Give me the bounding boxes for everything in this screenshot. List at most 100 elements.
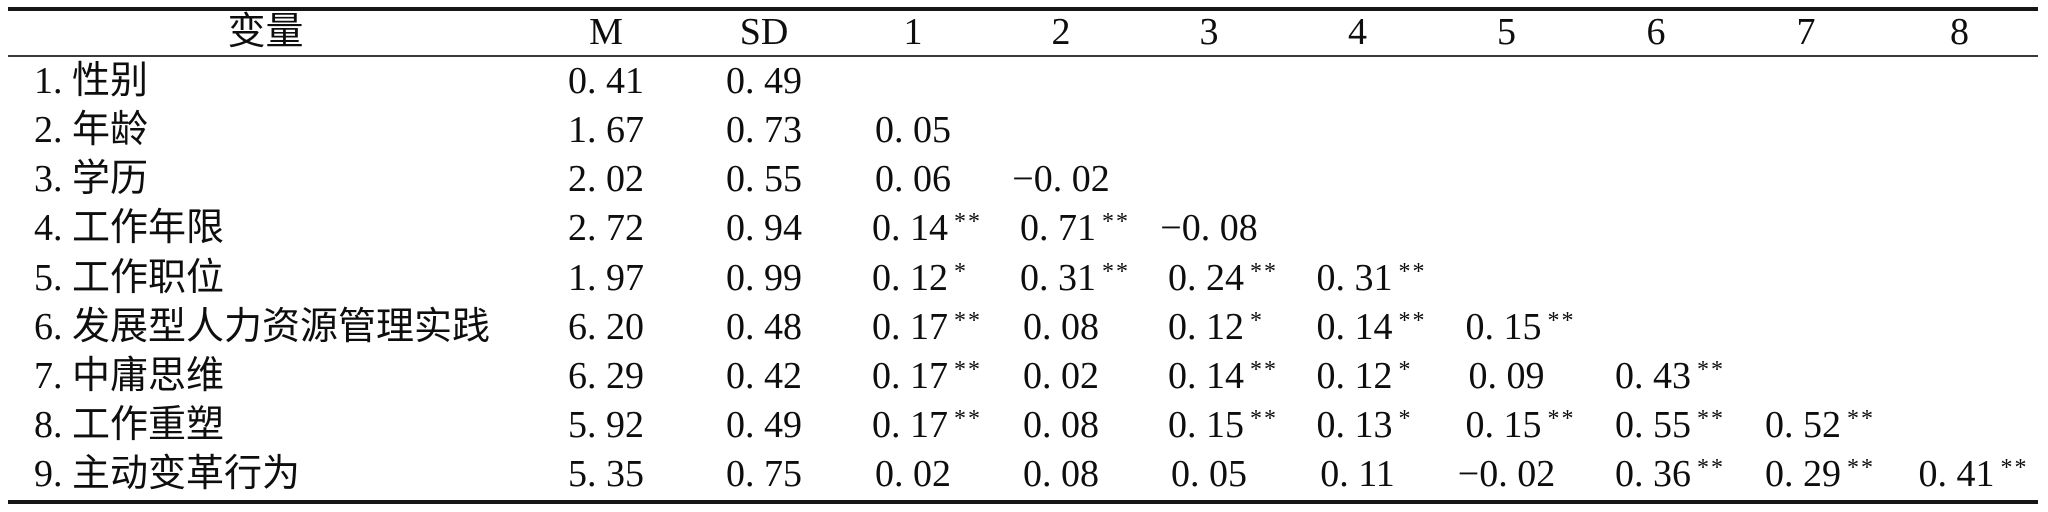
value-cell: [987, 56, 1135, 106]
value-cell: 0. 12 *: [839, 254, 987, 303]
significance-stars: *: [954, 258, 968, 285]
value-cell: [1731, 303, 1881, 352]
significance-stars: **: [1547, 406, 1576, 433]
value-cell: 0. 08: [987, 451, 1135, 503]
value-cell: 0. 05: [839, 106, 987, 155]
value-cell: [1135, 106, 1283, 155]
value-cell: 0. 49: [689, 401, 839, 450]
row-label: 7. 中庸思维: [34, 354, 225, 397]
significance-stars: **: [1250, 406, 1278, 433]
value-text: 0. 17: [872, 354, 948, 397]
row-label: 5. 工作职位: [34, 256, 225, 299]
value-cell: [1881, 106, 2038, 155]
significance-stars: **: [1398, 307, 1427, 334]
table-body: 1. 性别 0. 41 0. 49 2. 年龄 1. 67 0. 73 0. 05 3. 学历…: [8, 56, 2038, 502]
value-text: 5. 92: [568, 404, 644, 447]
value-cell: [839, 56, 987, 106]
value-text: 1. 97: [568, 256, 644, 299]
value-text: 0. 02: [875, 453, 951, 496]
value-text: −0. 02: [1457, 453, 1556, 496]
value-cell: 0. 94: [689, 205, 839, 254]
row-label: 8. 工作重塑: [34, 404, 225, 447]
significance-stars: **: [954, 406, 982, 433]
value-cell: [1283, 205, 1432, 254]
value-cell: 0. 55 **: [1581, 401, 1731, 450]
value-cell: −0. 02: [987, 155, 1135, 204]
value-cell: [1581, 56, 1731, 106]
value-cell: 0. 73: [689, 106, 839, 155]
value-cell: [1432, 155, 1581, 204]
value-text: 0. 14: [872, 207, 948, 250]
value-text: 0. 41: [568, 59, 644, 102]
value-cell: [1731, 352, 1881, 401]
value-cell: [987, 106, 1135, 155]
table-row: 5. 工作职位 1. 97 0. 99 0. 12 * 0. 31 ** 0. 24 ** 0. …: [8, 254, 2038, 303]
value-cell: 0. 42: [689, 352, 839, 401]
significance-stars: **: [1697, 356, 1725, 383]
value-cell: [1581, 303, 1731, 352]
row-label: 1. 性别: [34, 59, 149, 102]
value-cell: [1581, 254, 1731, 303]
value-text: 0. 13: [1316, 404, 1393, 447]
value-cell: [1881, 401, 2038, 450]
value-cell: 0. 52 **: [1731, 401, 1881, 450]
column-header-6: 6: [1646, 11, 1666, 54]
value-text: 0. 15: [1465, 404, 1542, 447]
significance-stars: *: [1398, 406, 1413, 433]
value-text: 0. 11: [1320, 453, 1395, 496]
value-cell: 0. 55: [689, 155, 839, 204]
value-cell: [1432, 254, 1581, 303]
value-cell: [1283, 106, 1432, 155]
value-text: 0. 15: [1465, 305, 1542, 348]
column-header-variable: 变量: [227, 11, 304, 54]
value-text: 0. 31: [1020, 256, 1096, 299]
correlation-table: 变量 M SD 1 2 3 4 5 6 7 8 1. 性别 0. 41 0. 49 2. 年龄 1. 67 0…: [8, 7, 2038, 504]
value-cell: 0. 13 *: [1283, 401, 1432, 450]
value-cell: 2. 72: [523, 205, 689, 254]
value-cell: 0. 15 **: [1432, 303, 1581, 352]
value-text: 0. 12: [872, 256, 948, 299]
value-text: 0. 71: [1020, 207, 1096, 250]
value-cell: 0. 02: [839, 451, 987, 503]
value-cell: 0. 31 **: [1283, 254, 1432, 303]
value-cell: 0. 12 *: [1283, 352, 1432, 401]
value-text: 0. 02: [1023, 354, 1099, 397]
significance-stars: **: [954, 209, 982, 236]
significance-stars: **: [1697, 406, 1725, 433]
table-row: 2. 年龄 1. 67 0. 73 0. 05: [8, 106, 2038, 155]
value-text: 0. 14: [1168, 354, 1244, 397]
value-cell: [1731, 254, 1881, 303]
value-text: 0. 14: [1316, 305, 1393, 348]
value-text: 0. 17: [872, 305, 948, 348]
value-text: 0. 12: [1316, 354, 1393, 397]
column-header-2: 2: [1051, 11, 1071, 54]
value-cell: [1731, 56, 1881, 106]
value-cell: [1135, 56, 1283, 106]
value-text: 5. 35: [568, 453, 644, 496]
value-cell: 0. 41 **: [1881, 451, 2038, 503]
value-cell: 6. 29: [523, 352, 689, 401]
value-cell: [1881, 205, 2038, 254]
value-cell: 1. 97: [523, 254, 689, 303]
significance-stars: **: [1547, 307, 1576, 334]
row-label: 9. 主动变革行为: [34, 453, 301, 496]
value-cell: 0. 48: [689, 303, 839, 352]
value-cell: 0. 17 **: [839, 401, 987, 450]
value-cell: 0. 31 **: [987, 254, 1135, 303]
column-header-5: 5: [1497, 11, 1516, 54]
value-text: −0. 08: [1160, 207, 1258, 250]
column-header-3: 3: [1199, 11, 1219, 54]
value-text: 0. 12: [1168, 305, 1244, 348]
value-cell: 0. 71 **: [987, 205, 1135, 254]
value-cell: [1581, 205, 1731, 254]
value-text: 0. 55: [1615, 404, 1691, 447]
value-cell: 2. 02: [523, 155, 689, 204]
value-text: 0. 43: [1615, 354, 1691, 397]
value-text: 0. 29: [1765, 453, 1841, 496]
row-label: 2. 年龄: [34, 109, 149, 152]
value-cell: −0. 08: [1135, 205, 1283, 254]
value-cell: [1135, 155, 1283, 204]
value-text: 0. 36: [1615, 453, 1691, 496]
value-text: 0. 15: [1168, 404, 1244, 447]
column-header-sd: SD: [739, 11, 789, 54]
